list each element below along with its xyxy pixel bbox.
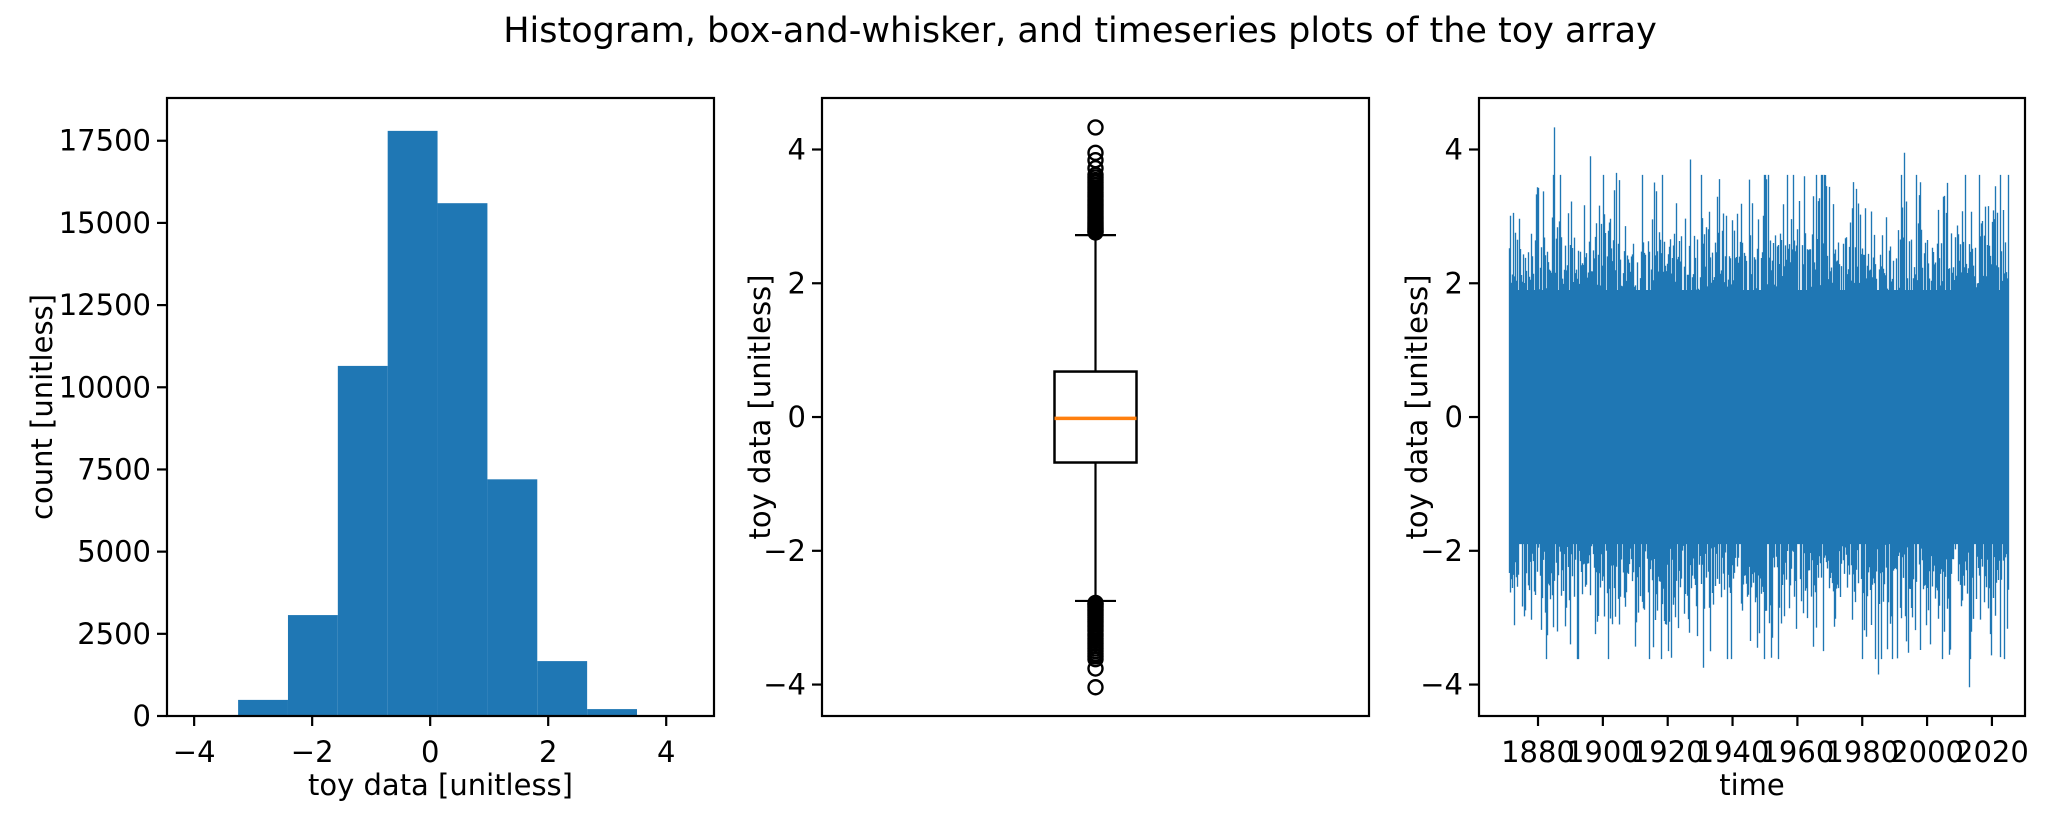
y-axis-label: count [unitless] (25, 294, 59, 520)
y-tick-label: −2 (1420, 534, 1463, 568)
y-tick-label: 4 (788, 133, 806, 167)
y-tick-label: 7500 (77, 452, 151, 486)
x-tick-label: 1960 (1760, 735, 1834, 769)
y-tick-label: 15000 (59, 206, 151, 240)
y-tick-label: −4 (763, 668, 806, 702)
x-tick-label: 2020 (1955, 735, 2029, 769)
y-tick-label: 4 (1445, 133, 1463, 167)
y-tick-label: 2500 (77, 617, 151, 651)
x-tick-label: −2 (291, 735, 334, 769)
x-tick-label: −4 (173, 735, 216, 769)
histogram-axes: −4 −2 0 2 4 0 2500 5000 7500 10000 12500 15000 17500… (25, 96, 716, 802)
y-tick-label: 2 (1445, 266, 1463, 300)
x-tick-label: 1900 (1566, 735, 1640, 769)
y-tick-label: 5000 (77, 535, 151, 569)
histogram-bar (387, 130, 438, 717)
axes-spines (1477, 96, 2027, 718)
histogram-bar (487, 479, 538, 716)
x-tick-label: 1920 (1631, 735, 1705, 769)
x-tick-label: 4 (657, 735, 675, 769)
histogram-bars (188, 130, 687, 717)
y-axis-label: toy data [unitless] (743, 275, 777, 540)
x-tick-label: 2000 (1890, 735, 1964, 769)
histogram-bar (337, 365, 388, 716)
outlier-circle (1087, 144, 1104, 162)
outlier-circle (1087, 650, 1104, 668)
outliers (1087, 119, 1104, 696)
x-tick-label: 1980 (1825, 735, 1899, 769)
axes-spines (820, 96, 1371, 718)
outlier-circle (1087, 160, 1104, 177)
y-tick-label: 0 (788, 400, 806, 434)
x-axis-label: time (1719, 768, 1785, 802)
y-axis-label: toy data [unitless] (1400, 275, 1434, 540)
y-tick-label: −2 (763, 534, 806, 568)
axes-spines (165, 96, 716, 718)
y-tick-label: 2 (788, 266, 806, 300)
outlier-circle (1087, 152, 1104, 169)
y-tick-label: 10000 (59, 370, 151, 404)
y-tick-label: 0 (133, 699, 151, 733)
y-tick-label: 17500 (59, 124, 151, 158)
x-tick-label: 0 (421, 735, 439, 769)
y-tick-label: 0 (1445, 400, 1463, 434)
timeseries-line (1508, 127, 2010, 688)
histogram-bar (287, 615, 338, 716)
histogram-bar (238, 699, 288, 716)
outlier-circle (1087, 119, 1104, 136)
boxplot-axes: −4 −2 0 2 4 toy data [unitless] (743, 96, 1371, 718)
x-tick-label: 1880 (1501, 735, 1575, 769)
figure-title: Histogram, box-and-whisker, and timeseri… (503, 11, 1657, 51)
outlier-circle (1087, 660, 1104, 677)
histogram-bar (587, 709, 637, 716)
y-tick-label: 12500 (59, 288, 151, 322)
x-tick-label: 1940 (1696, 735, 1770, 769)
x-tick-label: 2 (539, 735, 557, 769)
y-tick-label: −4 (1420, 668, 1463, 702)
histogram-bar (437, 203, 488, 717)
x-axis-label: toy data [unitless] (308, 768, 573, 802)
outlier-circle (1087, 679, 1104, 696)
histogram-bar (537, 661, 588, 716)
